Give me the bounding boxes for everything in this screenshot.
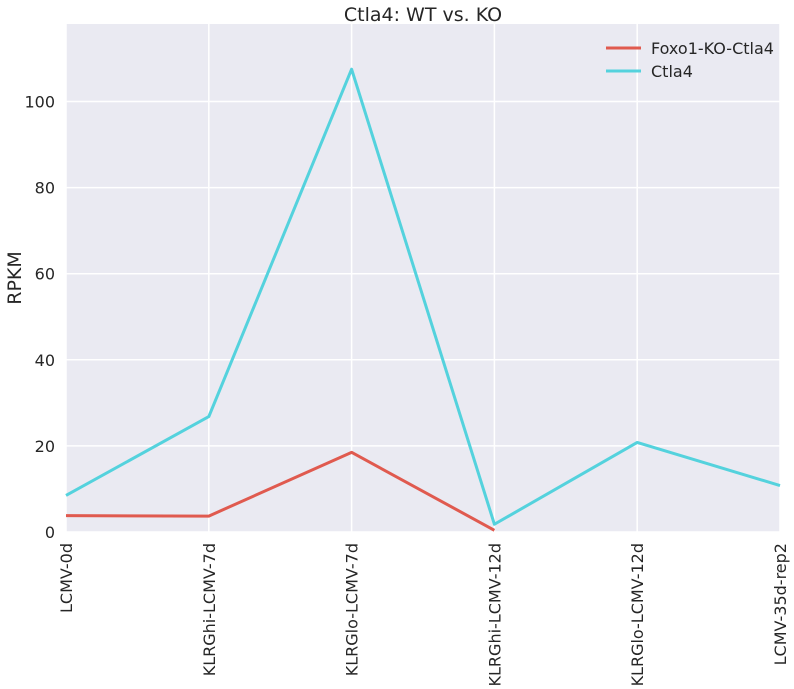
- plot-area: [66, 24, 780, 532]
- x-axis-ticks: LCMV-0d KLRGhi-LCMV-7d KLRGlo-LCMV-7d KLRGh…: [57, 543, 790, 685]
- y-tick-label-3: 60: [35, 265, 55, 284]
- chart-title: Ctla4: WT vs. KO: [344, 4, 502, 26]
- x-tick-label-1: KLRGhi-LCMV-7d: [200, 543, 219, 676]
- x-tick-label-2: KLRGlo-LCMV-7d: [343, 543, 362, 676]
- y-tick-label-5: 100: [24, 92, 55, 111]
- y-tick-label-0: 0: [45, 523, 55, 542]
- x-tick-label-5: LCMV-35d-rep2: [771, 543, 790, 665]
- y-tick-label-4: 80: [35, 179, 55, 198]
- y-tick-label-2: 40: [35, 351, 55, 370]
- x-tick-label-0: LCMV-0d: [57, 543, 76, 613]
- legend-label-0: Foxo1-KO-Ctla4: [651, 39, 774, 58]
- y-axis-title: RPKM: [4, 251, 26, 305]
- x-tick-label-4: KLRGlo-LCMV-12d: [628, 543, 647, 685]
- legend-label-1: Ctla4: [651, 62, 693, 81]
- y-tick-label-1: 20: [35, 437, 55, 456]
- x-tick-label-3: KLRGhi-LCMV-12d: [485, 543, 504, 685]
- y-axis-ticks: 0 20 40 60 80 100: [24, 92, 55, 542]
